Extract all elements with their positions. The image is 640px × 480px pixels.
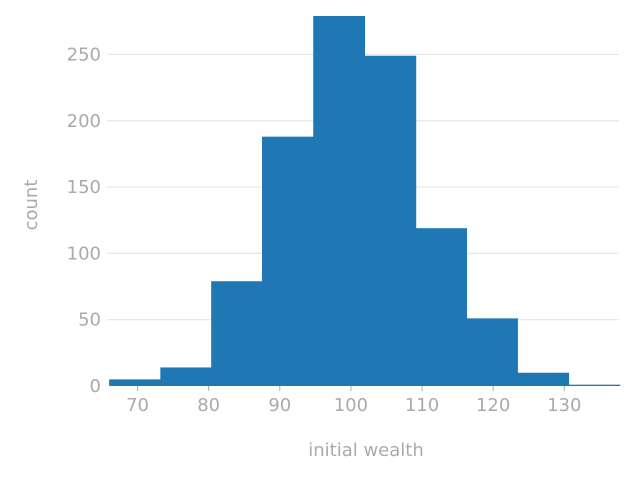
y-axis-label: count [21, 180, 42, 231]
bar-2 [211, 281, 263, 386]
x-tick-label-80: 80 [197, 395, 220, 416]
bar-1 [160, 367, 212, 386]
y-tick-label-100: 100 [67, 243, 101, 264]
x-tick-label-120: 120 [476, 395, 510, 416]
x-tick-label-130: 130 [547, 395, 581, 416]
bar-4 [313, 15, 366, 386]
x-axis-label: initial wealth [308, 440, 424, 461]
bar-6 [415, 228, 468, 386]
bar-7 [466, 318, 518, 386]
bar-5 [364, 55, 417, 386]
y-tick-label-50: 50 [78, 310, 101, 331]
bar-9 [568, 384, 621, 386]
y-tick-label-150: 150 [67, 177, 101, 198]
y-tick-label-200: 200 [67, 111, 101, 132]
x-tick-label-70: 70 [126, 395, 149, 416]
y-tick-label-250: 250 [67, 44, 101, 65]
bar-8 [517, 372, 570, 386]
x-tick-label-100: 100 [334, 395, 368, 416]
bar-3 [262, 136, 314, 386]
y-axis-ticks: 0 50 100 150 200 250 [67, 44, 101, 397]
x-axis-ticks: 70 80 90 100 110 120 130 [126, 386, 581, 416]
bars [109, 15, 621, 386]
bar-0 [109, 379, 161, 386]
x-tick-label-90: 90 [268, 395, 291, 416]
y-tick-label-0: 0 [90, 376, 101, 397]
x-tick-label-110: 110 [405, 395, 439, 416]
